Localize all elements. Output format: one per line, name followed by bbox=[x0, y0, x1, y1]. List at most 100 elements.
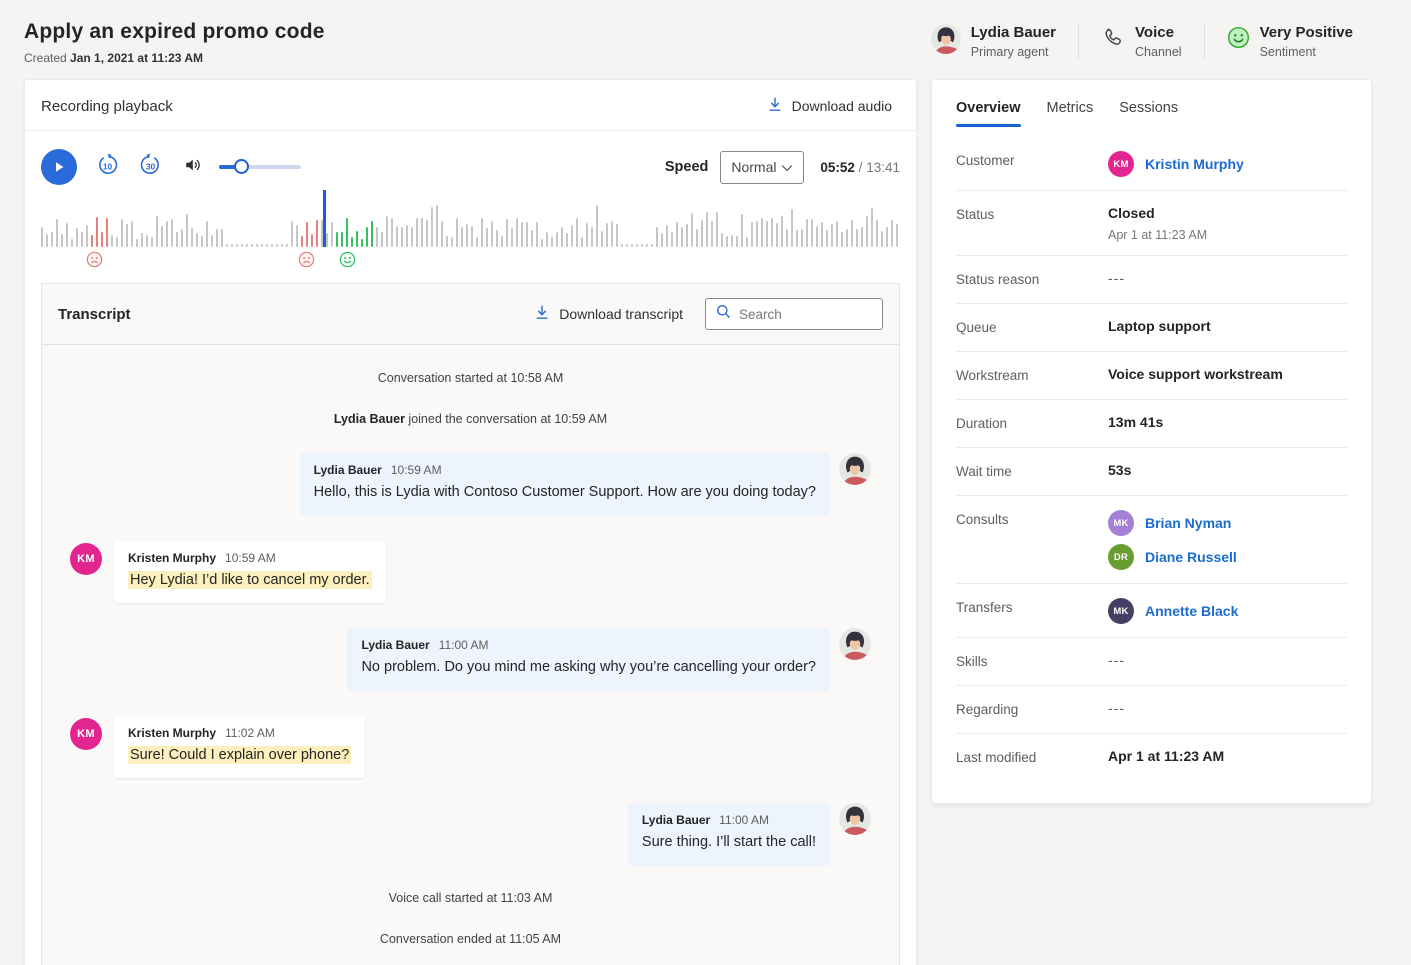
waveform-bar bbox=[706, 212, 708, 247]
tab-overview[interactable]: Overview bbox=[956, 100, 1021, 127]
waveform-bar bbox=[331, 222, 333, 247]
row-label: Consults bbox=[956, 512, 1009, 527]
waveform-bar bbox=[631, 244, 633, 247]
row-value: --- bbox=[1108, 700, 1125, 716]
person-link[interactable]: Kristin Murphy bbox=[1145, 156, 1244, 172]
download-audio-button[interactable]: Download audio bbox=[767, 96, 892, 116]
forward-30-button[interactable]: 30 bbox=[138, 152, 163, 183]
transcript-search[interactable] bbox=[705, 298, 883, 330]
waveform-bar bbox=[61, 234, 63, 247]
download-transcript-label: Download transcript bbox=[559, 306, 683, 322]
row-label: Status reason bbox=[956, 272, 1040, 287]
waveform-bar bbox=[776, 223, 778, 247]
recording-card: Recording playback Download audio 10 30 bbox=[24, 79, 917, 965]
agent-message: Lydia Bauer 11:00 AM No problem. Do you mi… bbox=[70, 628, 871, 691]
waveform-bar bbox=[291, 221, 293, 247]
header-stats: Lydia Bauer Primary agent Voice Channel bbox=[909, 24, 1375, 59]
row-label: Transfers bbox=[956, 600, 1013, 615]
rewind-10-button[interactable]: 10 bbox=[95, 152, 120, 183]
waveform-bar bbox=[456, 218, 458, 247]
download-transcript-button[interactable]: Download transcript bbox=[534, 304, 683, 324]
waveform-bar bbox=[821, 222, 823, 247]
waveform-bar bbox=[856, 229, 858, 247]
waveform-bar bbox=[466, 224, 468, 247]
row-label: Duration bbox=[956, 416, 1008, 431]
waveform-bar bbox=[701, 220, 703, 247]
speed-dropdown[interactable]: Normal bbox=[720, 150, 805, 184]
waveform-bar bbox=[126, 224, 128, 247]
waveform-bar bbox=[221, 229, 223, 247]
waveform-bar bbox=[346, 218, 348, 247]
waveform-bar bbox=[826, 230, 828, 247]
waveform-bar bbox=[496, 230, 498, 247]
waveform-bar bbox=[351, 237, 353, 247]
tab-sessions[interactable]: Sessions bbox=[1119, 100, 1179, 116]
playhead[interactable] bbox=[322, 190, 326, 247]
negative-sentiment-marker-icon[interactable] bbox=[86, 251, 103, 268]
page-title: Apply an expired promo code bbox=[24, 20, 325, 43]
tab-metrics[interactable]: Metrics bbox=[1046, 100, 1094, 116]
row-label: Customer bbox=[956, 153, 1015, 168]
overview-row: Customer KM Kristin Murphy bbox=[956, 137, 1347, 191]
overview-row: Regarding --- bbox=[956, 686, 1347, 734]
waveform-bar bbox=[531, 230, 533, 247]
row-label: Skills bbox=[956, 654, 988, 669]
row-label: Queue bbox=[956, 320, 997, 335]
waveform-bar bbox=[781, 216, 783, 247]
waveform-bar bbox=[711, 221, 713, 247]
person-avatar: DR bbox=[1108, 544, 1134, 570]
row-value: --- bbox=[1108, 270, 1125, 286]
waveform-bar bbox=[506, 219, 508, 247]
waveform-bar bbox=[521, 222, 523, 247]
message-bubble: Kristen Murphy 10:59 AM Hey Lydia! I’d lik… bbox=[114, 540, 386, 604]
waveform-bar bbox=[391, 218, 393, 247]
overview-row: Consults MK Brian Nyman DR Diane Russell bbox=[956, 496, 1347, 584]
waveform-bar bbox=[666, 225, 668, 247]
details-panel: Overview Metrics Sessions Customer KM Kristi… bbox=[931, 79, 1372, 804]
waveform-bar bbox=[791, 209, 793, 247]
waveform-bar bbox=[626, 244, 628, 247]
message-time: 10:59 AM bbox=[390, 463, 442, 477]
waveform-bar bbox=[441, 221, 443, 247]
customer-message: KM Kristen Murphy 11:02 AM Sure! Could I ex… bbox=[70, 715, 871, 779]
person-link[interactable]: Brian Nyman bbox=[1145, 515, 1232, 531]
volume-slider-knob[interactable] bbox=[234, 159, 249, 174]
volume-icon[interactable] bbox=[183, 155, 203, 180]
negative-sentiment-marker-icon[interactable] bbox=[298, 251, 315, 268]
waveform-bar bbox=[461, 227, 463, 247]
waveform-bar bbox=[756, 221, 758, 247]
search-input[interactable] bbox=[739, 306, 872, 322]
overview-row: Skills --- bbox=[956, 638, 1347, 686]
play-button[interactable] bbox=[41, 149, 77, 185]
customer-avatar: KM bbox=[70, 717, 102, 750]
waveform-bar bbox=[121, 219, 123, 247]
waveform-bar bbox=[81, 232, 83, 247]
waveform-bar bbox=[571, 225, 573, 247]
row-label: Regarding bbox=[956, 702, 1019, 717]
waveform-bar bbox=[201, 236, 203, 247]
volume-slider[interactable] bbox=[219, 159, 301, 174]
sentiment-stat: Very Positive Sentiment bbox=[1203, 24, 1375, 59]
waveform-bar bbox=[46, 234, 48, 247]
waveform[interactable] bbox=[41, 190, 900, 269]
waveform-bar bbox=[171, 219, 173, 247]
waveform-bar bbox=[726, 236, 728, 247]
agent-message: Lydia Bauer 10:59 AM Hello, this is Lydia … bbox=[70, 453, 871, 516]
waveform-bar bbox=[151, 237, 153, 247]
waveform-bar bbox=[286, 244, 288, 247]
person-link[interactable]: Annette Black bbox=[1145, 603, 1239, 619]
overview-row: Workstream Voice support workstream bbox=[956, 352, 1347, 400]
message-time: 11:02 AM bbox=[225, 725, 275, 740]
message-author: Lydia Bauer bbox=[313, 463, 382, 477]
message-text: Hello, this is Lydia with Contoso Custom… bbox=[313, 484, 816, 500]
person-link[interactable]: Diane Russell bbox=[1145, 549, 1237, 565]
waveform-bar bbox=[481, 218, 483, 247]
speed-value: Normal bbox=[731, 159, 777, 175]
waveform-bar bbox=[341, 232, 343, 247]
waveform-bar bbox=[386, 216, 388, 247]
positive-sentiment-marker-icon[interactable] bbox=[339, 251, 356, 268]
waveform-bar bbox=[716, 212, 718, 247]
details-tabs: Overview Metrics Sessions bbox=[956, 92, 1347, 127]
person-avatar: MK bbox=[1108, 598, 1134, 624]
